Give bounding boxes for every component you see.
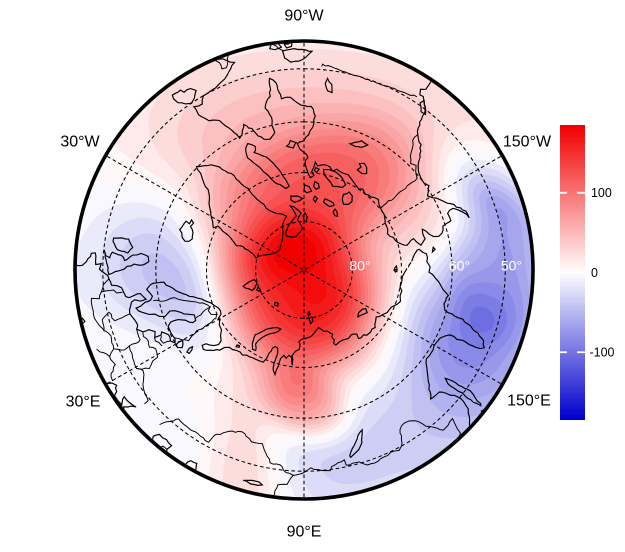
svg-text:70°: 70°: [398, 258, 419, 274]
svg-text:50°: 50°: [501, 258, 522, 274]
svg-text:150°E: 150°E: [507, 393, 551, 410]
svg-text:60°: 60°: [449, 258, 470, 274]
svg-text:-100: -100: [589, 346, 614, 360]
svg-text:90°E: 90°E: [287, 524, 322, 541]
svg-text:90°W: 90°W: [284, 7, 324, 24]
svg-text:0: 0: [591, 266, 598, 280]
svg-text:80°: 80°: [349, 258, 370, 274]
svg-text:30°W: 30°W: [60, 134, 100, 151]
svg-text:30°E: 30°E: [66, 394, 101, 411]
svg-text:150°W: 150°W: [503, 134, 552, 151]
svg-text:100: 100: [591, 186, 612, 200]
